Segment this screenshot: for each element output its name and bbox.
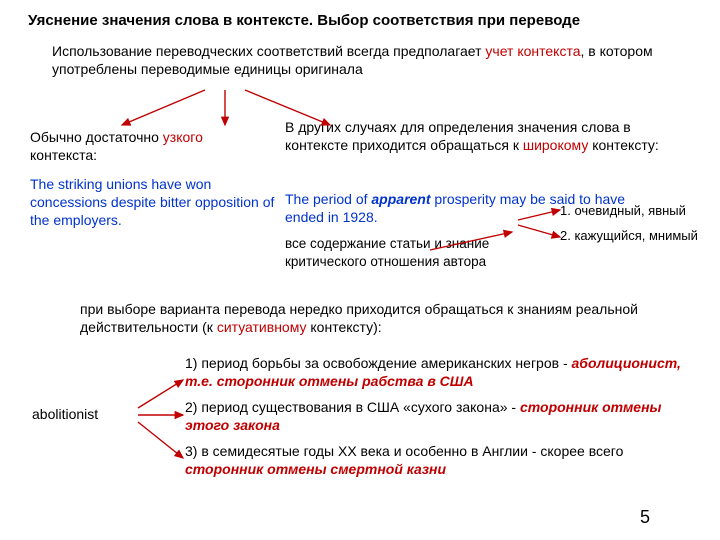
abolitionist-meaning-3: 3) в семидесятые годы XX века и особенно… bbox=[185, 442, 685, 478]
wide-red: широкому bbox=[523, 137, 588, 153]
narrow-red: узкого bbox=[163, 129, 203, 145]
wide-after: контексту: bbox=[588, 137, 658, 153]
option-1: 1. очевидный, явный bbox=[560, 203, 720, 220]
abol1-before: 1) период борьбы за освобождение америка… bbox=[185, 355, 572, 371]
situational-context: при выборе варианта перевода нередко при… bbox=[80, 300, 650, 336]
narrow-after: контекста: bbox=[30, 147, 97, 163]
intro-red: учет контекста bbox=[485, 43, 580, 59]
page-title: Уяснение значения слова в контексте. Выб… bbox=[0, 0, 720, 37]
ex-right-italic: apparent bbox=[371, 191, 430, 207]
abolitionist-meaning-1: 1) период борьбы за освобождение америка… bbox=[185, 354, 685, 390]
ex-right-before: The period of bbox=[285, 191, 371, 207]
abol3-before: 3) в семидесятые годы XX века и особенно… bbox=[185, 443, 623, 459]
abolitionist-meaning-2: 2) период существования в США «сухого за… bbox=[185, 398, 685, 434]
abol3-red: сторонник отмены смертной казни bbox=[185, 461, 446, 477]
abolitionist-word: abolitionist bbox=[32, 405, 152, 423]
example-left: The striking unions have won concessions… bbox=[30, 175, 275, 230]
wide-context-label: В других случаях для определения значени… bbox=[285, 118, 680, 154]
narrow-before: Обычно достаточно bbox=[30, 129, 163, 145]
narrow-context-label: Обычно достаточно узкого контекста: bbox=[30, 128, 260, 164]
situ-red: ситуативному bbox=[217, 319, 307, 335]
abol2-before: 2) период существования в США «сухого за… bbox=[185, 399, 520, 415]
page-number: 5 bbox=[640, 507, 650, 528]
situ-after: контексту): bbox=[307, 319, 382, 335]
intro-text: Использование переводческих соответствий… bbox=[52, 42, 662, 78]
intro-before: Использование переводческих соответствий… bbox=[52, 43, 485, 59]
option-2: 2. кажущийся, мнимый bbox=[560, 228, 720, 245]
article-note: все содержание статьи и знание критическ… bbox=[285, 235, 500, 270]
